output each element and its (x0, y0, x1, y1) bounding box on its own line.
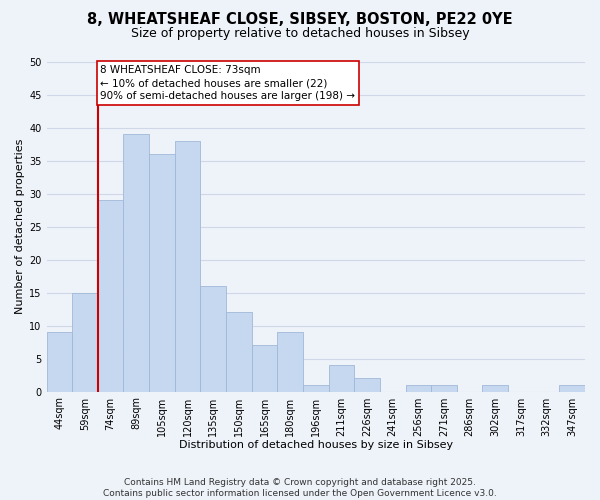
Bar (303, 385, 329, 392)
X-axis label: Distribution of detached houses by size in Sibsey: Distribution of detached houses by size … (179, 440, 453, 450)
Text: Size of property relative to detached houses in Sibsey: Size of property relative to detached ho… (131, 28, 469, 40)
Bar (251, 346, 277, 392)
Bar (277, 332, 303, 392)
Bar (72, 292, 98, 392)
Bar (329, 365, 354, 392)
Text: Contains HM Land Registry data © Crown copyright and database right 2025.
Contai: Contains HM Land Registry data © Crown c… (103, 478, 497, 498)
Bar (559, 385, 585, 392)
Bar (98, 200, 124, 392)
Text: 8 WHEATSHEAF CLOSE: 73sqm
← 10% of detached houses are smaller (22)
90% of semi-: 8 WHEATSHEAF CLOSE: 73sqm ← 10% of detac… (100, 65, 355, 101)
Bar (175, 140, 200, 392)
Bar (431, 385, 457, 392)
Bar (226, 312, 251, 392)
Bar (200, 286, 226, 392)
Bar (47, 332, 72, 392)
Y-axis label: Number of detached properties: Number of detached properties (15, 139, 25, 314)
Bar (124, 134, 149, 392)
Bar (354, 378, 380, 392)
Text: 8, WHEATSHEAF CLOSE, SIBSEY, BOSTON, PE22 0YE: 8, WHEATSHEAF CLOSE, SIBSEY, BOSTON, PE2… (87, 12, 513, 28)
Bar (149, 154, 175, 392)
Bar (406, 385, 431, 392)
Bar (482, 385, 508, 392)
